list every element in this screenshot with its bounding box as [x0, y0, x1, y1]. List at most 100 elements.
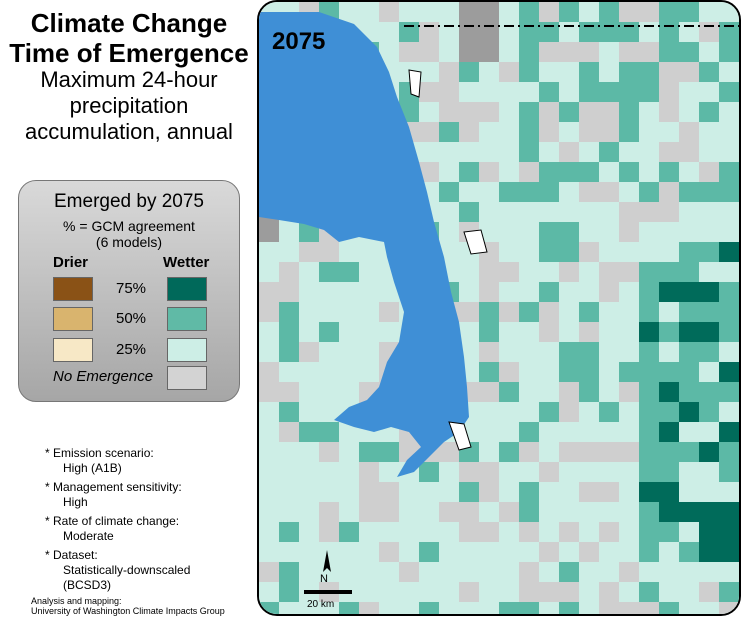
grid-cell: [639, 342, 659, 362]
grid-cell: [539, 82, 559, 102]
grid-cell: [599, 82, 619, 102]
grid-cell: [639, 202, 659, 222]
grid-cell: [579, 122, 599, 142]
note-management-label: * Management sensitivity:: [45, 480, 182, 494]
grid-cell: [659, 522, 679, 542]
grid-cell: [639, 262, 659, 282]
grid-cell: [619, 102, 639, 122]
grid-cell: [379, 542, 399, 562]
grid-cell: [279, 262, 299, 282]
grid-cell: [319, 262, 339, 282]
grid-cell: [259, 302, 279, 322]
map-year-label: 2075: [272, 28, 326, 55]
grid-cell: [539, 42, 559, 62]
grid-cell: [419, 42, 439, 62]
grid-cell: [679, 442, 699, 462]
grid-cell: [679, 2, 699, 22]
note-management: * Management sensitivity: High: [45, 480, 213, 510]
grid-cell: [519, 522, 539, 542]
grid-cell: [719, 42, 739, 62]
grid-cell: [299, 422, 319, 442]
grid-cell: [619, 602, 639, 614]
legend-drier-75-swatch: [53, 277, 93, 301]
grid-cell: [679, 42, 699, 62]
grid-cell: [679, 242, 699, 262]
grid-cell: [639, 42, 659, 62]
grid-cell: [679, 382, 699, 402]
grid-cell: [639, 282, 659, 302]
grid-cell: [659, 202, 679, 222]
grid-cell: [579, 362, 599, 382]
grid-cell: [579, 542, 599, 562]
grid-cell: [599, 102, 619, 122]
grid-cell: [299, 242, 319, 262]
grid-cell: [699, 162, 719, 182]
grid-cell: [699, 582, 719, 602]
grid-cell: [699, 522, 719, 542]
grid-cell: [559, 42, 579, 62]
grid-cell: [459, 122, 479, 142]
grid-cell: [559, 242, 579, 262]
grid-cell: [259, 562, 279, 582]
grid-cell: [479, 2, 499, 22]
legend-wetter-25-swatch: [167, 338, 207, 362]
grid-cell: [419, 82, 439, 102]
grid-cell: [259, 602, 279, 614]
grid-cell: [639, 382, 659, 402]
grid-cell: [679, 502, 699, 522]
grid-cell: [619, 262, 639, 282]
grid-cell: [699, 322, 719, 342]
grid-cell: [539, 462, 559, 482]
grid-cell: [539, 102, 559, 122]
grid-cell: [359, 602, 379, 614]
grid-cell: [279, 282, 299, 302]
grid-cell: [459, 302, 479, 322]
grid-cell: [499, 302, 519, 322]
grid-cell: [619, 62, 639, 82]
grid-cell: [659, 502, 679, 522]
grid-cell: [559, 2, 579, 22]
grid-cell: [519, 102, 539, 122]
grid-cell: [639, 182, 659, 202]
grid-cell: [619, 162, 639, 182]
grid-cell: [479, 42, 499, 62]
grid-cell: [619, 82, 639, 102]
grid-cell: [719, 382, 739, 402]
grid-cell: [539, 2, 559, 22]
grid-cell: [479, 462, 499, 482]
grid-cell: [679, 122, 699, 142]
grid-cell: [639, 402, 659, 422]
credit: Analysis and mapping: University of Wash…: [31, 596, 225, 616]
grid-cell: [659, 102, 679, 122]
grid-cell: [279, 402, 299, 422]
grid-cell: [499, 442, 519, 462]
note-dataset: * Dataset: Statistically-downscaled (BCS…: [45, 548, 213, 593]
grid-cell: [559, 342, 579, 362]
grid-cell: [719, 442, 739, 462]
grid-cell: [519, 122, 539, 142]
grid-cell: [319, 522, 339, 542]
grid-cell: [399, 562, 419, 582]
grid-cell: [639, 542, 659, 562]
grid-cell: [459, 502, 479, 522]
grid-cell: [479, 342, 499, 362]
grid-cell: [579, 322, 599, 342]
grid-cell: [599, 442, 619, 462]
grid-cell: [619, 442, 639, 462]
puget-sound-water: [259, 12, 469, 477]
grid-cell: [479, 302, 499, 322]
grid-cell: [439, 182, 459, 202]
grid-cell: [499, 262, 519, 282]
grid-cell: [479, 102, 499, 122]
note-emission-label: * Emission scenario:: [45, 446, 154, 460]
legend-subheading-line2: (6 models): [95, 234, 163, 250]
grid-cell: [419, 462, 439, 482]
scale-label: 20 km: [307, 599, 335, 610]
grid-cell: [459, 582, 479, 602]
grid-cell: [639, 602, 659, 614]
grid-cell: [679, 182, 699, 202]
grid-cell: [439, 102, 459, 122]
grid-cell: [539, 242, 559, 262]
grid-cell: [519, 162, 539, 182]
grid-cell: [699, 382, 719, 402]
